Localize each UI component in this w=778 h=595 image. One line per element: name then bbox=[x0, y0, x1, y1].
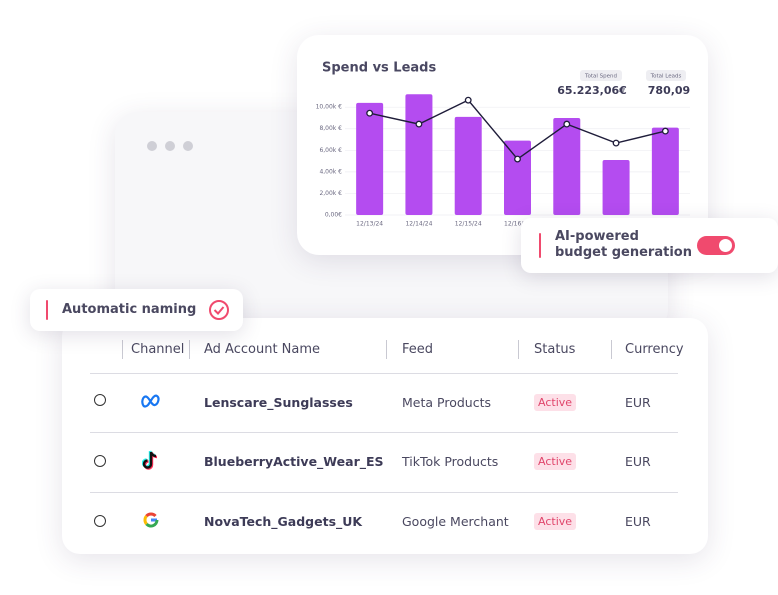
status-badge: Active bbox=[534, 513, 577, 530]
line-point bbox=[415, 120, 423, 128]
plot-area: 0,00€ 2,00k € 4,00k € 6,00k € 8,00k € 10,00k … bbox=[316, 94, 690, 228]
y-tick-label: 6,00k € bbox=[319, 147, 342, 154]
y-tick-label: 2,00k € bbox=[319, 190, 342, 197]
tiktok-icon bbox=[142, 450, 158, 470]
row-divider bbox=[90, 373, 678, 374]
bar bbox=[356, 102, 384, 215]
status-badge: Active bbox=[534, 453, 577, 470]
x-tick-label: 12/14/24 bbox=[405, 221, 432, 228]
line-point bbox=[563, 120, 571, 128]
currency: EUR bbox=[625, 454, 651, 469]
accent bbox=[46, 300, 48, 320]
naming-card: Automatic naming bbox=[30, 289, 243, 331]
table-card: Channel Ad Account Name Feed Status Curr… bbox=[62, 318, 708, 554]
column-separator bbox=[122, 340, 123, 359]
stat-chip bbox=[580, 70, 622, 81]
x-tick-label: 12/13/24 bbox=[356, 221, 383, 228]
row-radio[interactable] bbox=[94, 455, 106, 467]
bar bbox=[405, 94, 433, 215]
line-point bbox=[612, 139, 620, 147]
currency: EUR bbox=[625, 395, 651, 410]
column-separator bbox=[189, 340, 190, 359]
column-separator bbox=[386, 340, 387, 359]
accent bbox=[539, 233, 541, 258]
account-name: NovaTech_Gadgets_UK bbox=[204, 514, 363, 529]
column-header: Ad Account Name bbox=[204, 342, 321, 357]
column-header: Channel bbox=[131, 342, 185, 357]
feed: Google Merchant bbox=[402, 514, 509, 529]
naming-label: Automatic naming bbox=[62, 302, 197, 317]
window-dot bbox=[147, 141, 157, 151]
x-tick-label: 12/16/24 bbox=[504, 221, 531, 228]
toggle-knob bbox=[719, 239, 732, 252]
line-point bbox=[366, 109, 374, 117]
stat-label: Total Spend bbox=[584, 74, 617, 80]
row-radio[interactable] bbox=[94, 515, 106, 527]
y-tick-label: 4,00k € bbox=[319, 168, 342, 175]
toggle[interactable] bbox=[697, 236, 735, 255]
y-tick-label: 10,00k € bbox=[316, 104, 343, 111]
feed: TikTok Products bbox=[402, 454, 499, 469]
column-separator bbox=[611, 340, 612, 359]
y-tick-label: 8,00k € bbox=[319, 125, 342, 132]
account-name: Lenscare_Sunglasses bbox=[204, 395, 353, 410]
stat-value: 65.223,06€ bbox=[557, 84, 627, 97]
column-header: Status bbox=[534, 342, 576, 357]
line-point bbox=[661, 127, 669, 135]
meta-icon bbox=[141, 394, 160, 408]
bar bbox=[553, 117, 581, 215]
feed: Meta Products bbox=[402, 395, 491, 410]
budget-label: AI-powered budget generation bbox=[555, 229, 692, 260]
chart-card: Spend vs Leads Total Spend 65.223,06€ To… bbox=[297, 35, 708, 255]
column-header: Feed bbox=[402, 342, 434, 357]
currency: EUR bbox=[625, 514, 651, 529]
stat-value: 780,09 bbox=[648, 84, 690, 97]
column-separator bbox=[518, 340, 519, 359]
google-icon bbox=[143, 512, 159, 528]
row-radio[interactable] bbox=[94, 394, 106, 406]
chart-title: Spend vs Leads bbox=[322, 61, 436, 76]
account-name: BlueberryActive_Wear_ES bbox=[204, 454, 384, 469]
bar bbox=[651, 127, 679, 215]
x-tick-label: 12/15/24 bbox=[455, 221, 482, 228]
bar bbox=[602, 160, 630, 215]
line-point bbox=[464, 96, 472, 104]
window-dot bbox=[165, 141, 175, 151]
budget-card: AI-powered budget generation bbox=[521, 218, 778, 273]
column-header: Currency bbox=[625, 342, 684, 357]
chart: Spend vs Leads Total Spend 65.223,06€ To… bbox=[316, 61, 691, 228]
bar bbox=[454, 116, 482, 215]
bar bbox=[504, 140, 531, 215]
row-divider bbox=[90, 432, 678, 433]
status-badge: Active bbox=[534, 394, 577, 411]
check-icon bbox=[209, 300, 229, 320]
stat-label: Total Leads bbox=[650, 74, 682, 80]
y-tick-label: 0,00€ bbox=[325, 212, 342, 219]
stat-chip bbox=[646, 70, 686, 81]
row-divider bbox=[90, 492, 678, 493]
line-point bbox=[514, 155, 521, 163]
window-dot bbox=[183, 141, 193, 151]
